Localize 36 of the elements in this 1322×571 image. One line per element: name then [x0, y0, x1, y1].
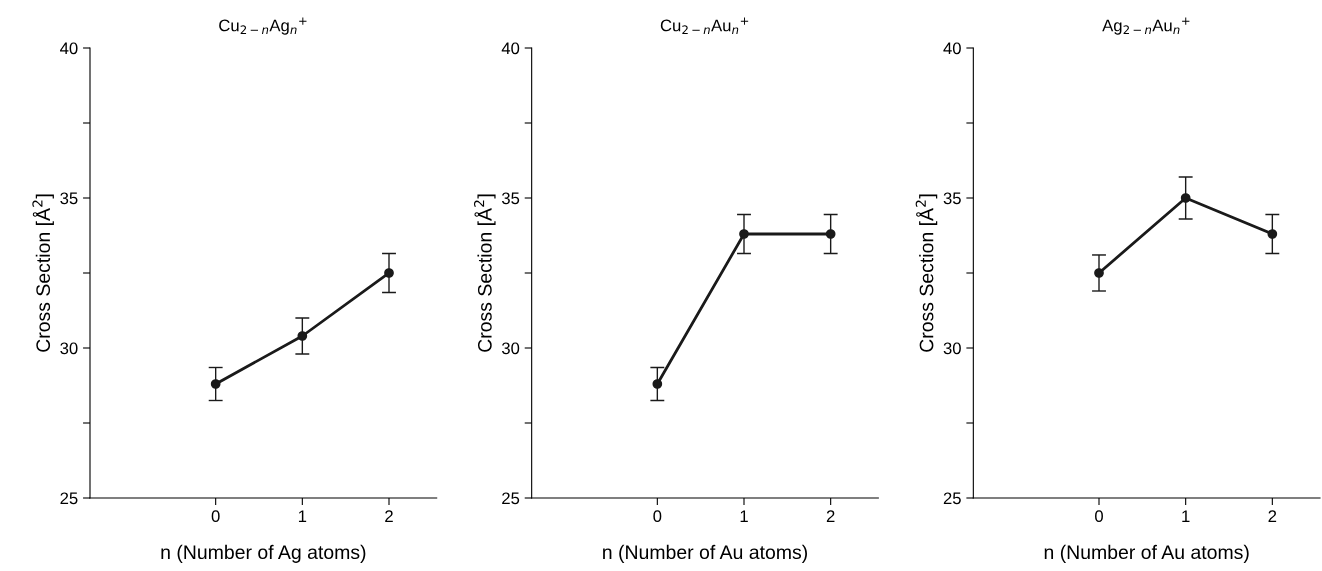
x-tick-label: 0 — [211, 510, 220, 523]
x-tick-label: 2 — [1268, 510, 1277, 522]
point — [210, 379, 221, 389]
y-tick-label: 25 — [943, 492, 961, 505]
x-tick-label: 1 — [740, 510, 748, 522]
y-tick-label: 30 — [943, 342, 961, 355]
point — [1267, 229, 1278, 239]
chart-title: Cu$_{2−n}$Au$_{n}$$^{+}$ — [660, 17, 749, 34]
chart-title: Ag$_{2−n}$Au$_{n}$$^{+}$ — [1102, 17, 1190, 35]
y-tick-label: 40 — [501, 42, 520, 55]
y-axis-title: Cross Section [Å$^{2}$] — [473, 194, 496, 352]
y-axis-title: Cross Section [Å$^{2}$] — [32, 194, 54, 352]
y-tick-label: 40 — [60, 42, 78, 55]
point — [297, 331, 308, 341]
y-tick-label: 35 — [60, 192, 78, 205]
y-tick-label: 25 — [502, 492, 520, 505]
y-tick-label: 35 — [943, 192, 961, 205]
x-tick-label: 0 — [1095, 510, 1103, 523]
y-tick-label: 40 — [943, 42, 961, 55]
y-tick-label: 25 — [60, 492, 78, 505]
y-tick-label: 35 — [501, 192, 520, 205]
x-tick-label: 1 — [1182, 510, 1190, 522]
point — [1094, 268, 1104, 278]
x-tick-label: 2 — [385, 510, 393, 522]
point — [384, 268, 394, 278]
x-tick-label: 2 — [826, 510, 835, 522]
x-tick-label: 1 — [298, 510, 307, 522]
chart-title: Cu$_{2−n}$Ag$_{n}$$^{+}$ — [219, 17, 307, 35]
x-tick-label: 0 — [653, 510, 662, 523]
x-axis-title: n (Number of Au atoms) — [1044, 544, 1249, 563]
y-tick-label: 30 — [60, 342, 78, 355]
x-axis-title: n (Number of Ag atoms) — [161, 544, 366, 563]
y-tick-label: 30 — [501, 342, 520, 355]
y-axis-title: Cross Section [Å$^{2}$] — [915, 194, 938, 352]
x-axis-title: n (Number of Au atoms) — [603, 544, 808, 563]
point — [1180, 193, 1191, 203]
